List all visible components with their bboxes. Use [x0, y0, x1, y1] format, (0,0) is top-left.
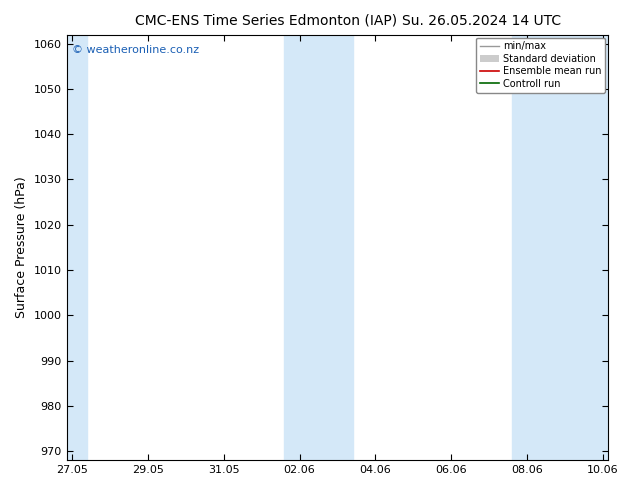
Text: © weatheronline.co.nz: © weatheronline.co.nz [72, 45, 199, 55]
Bar [512, 35, 609, 460]
Bar [285, 35, 353, 460]
Text: CMC-ENS Time Series Edmonton (IAP): CMC-ENS Time Series Edmonton (IAP) [135, 14, 398, 28]
Y-axis label: Surface Pressure (hPa): Surface Pressure (hPa) [15, 176, 28, 318]
Bar [67, 35, 87, 460]
Legend: min/max, Standard deviation, Ensemble mean run, Controll run: min/max, Standard deviation, Ensemble me… [476, 38, 605, 93]
Text: Su. 26.05.2024 14 UTC: Su. 26.05.2024 14 UTC [403, 14, 561, 28]
